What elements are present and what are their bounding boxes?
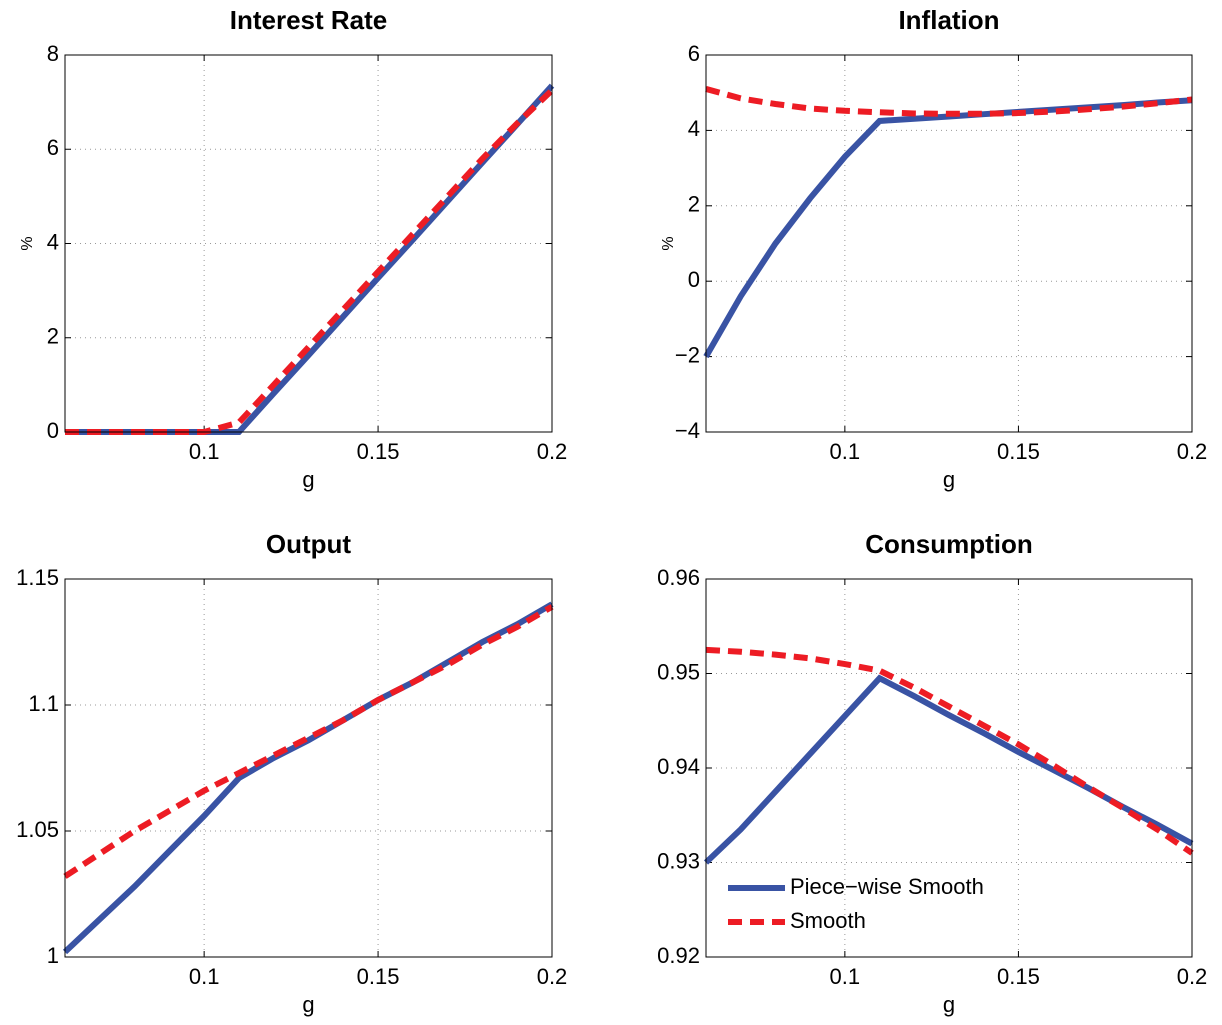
series-line xyxy=(705,646,1194,856)
y-tick-label: 0.93 xyxy=(657,848,700,873)
x-axis-label: g xyxy=(943,992,955,1017)
y-tick-label: 2 xyxy=(688,192,700,217)
x-tick-label: 0.2 xyxy=(537,439,568,464)
y-tick-label: −4 xyxy=(675,418,700,443)
series-line xyxy=(65,88,555,435)
x-tick-label: 0.2 xyxy=(1177,439,1208,464)
y-tick-label: 1.05 xyxy=(16,817,59,842)
x-tick-label: 0.1 xyxy=(189,439,220,464)
plot-area xyxy=(65,55,552,432)
y-tick-label: 0 xyxy=(47,418,59,443)
plot-area xyxy=(706,579,1192,957)
y-tick-label: 0.96 xyxy=(657,565,700,590)
y-tick-label: 1 xyxy=(47,943,59,968)
x-axis-label: g xyxy=(943,467,955,492)
y-tick-label: 0 xyxy=(688,267,700,292)
axes-frame xyxy=(64,578,553,958)
y-tick-label: 0.92 xyxy=(657,943,700,968)
legend-label: Smooth xyxy=(790,908,866,933)
x-tick-label: 0.15 xyxy=(997,964,1040,989)
y-tick-label: 2 xyxy=(47,324,59,349)
axes-frame xyxy=(705,578,1193,958)
x-tick-label: 0.1 xyxy=(830,439,861,464)
y-axis-label: % xyxy=(660,236,677,250)
axes-frame xyxy=(64,54,553,433)
y-tick-label: 6 xyxy=(47,135,59,160)
y-tick-label: 8 xyxy=(47,41,59,66)
x-tick-label: 0.15 xyxy=(357,964,400,989)
legend-label: Piece−wise Smooth xyxy=(790,874,984,899)
chart-title: Interest Rate xyxy=(230,5,388,35)
plot-area xyxy=(65,579,552,957)
y-tick-label: 4 xyxy=(47,229,59,254)
series-line xyxy=(63,604,554,879)
x-tick-label: 0.2 xyxy=(537,964,568,989)
y-tick-label: 0.95 xyxy=(657,659,700,684)
x-tick-label: 0.15 xyxy=(357,439,400,464)
x-tick-label: 0.2 xyxy=(1177,964,1208,989)
y-tick-label: 0.94 xyxy=(657,754,700,779)
y-tick-label: 4 xyxy=(688,116,700,141)
chart-title: Output xyxy=(266,529,352,559)
y-tick-label: 6 xyxy=(688,41,700,66)
y-axis-label: % xyxy=(19,236,36,250)
y-tick-label: 1.1 xyxy=(28,691,59,716)
y-tick-label: −2 xyxy=(675,342,700,367)
axes-frame xyxy=(705,54,1193,433)
x-tick-label: 0.15 xyxy=(997,439,1040,464)
x-tick-label: 0.1 xyxy=(830,964,861,989)
x-axis-label: g xyxy=(302,992,314,1017)
x-tick-label: 0.1 xyxy=(189,964,220,989)
chart-title: Consumption xyxy=(865,529,1033,559)
y-tick-label: 1.15 xyxy=(16,565,59,590)
chart-title: Inflation xyxy=(898,5,999,35)
x-axis-label: g xyxy=(302,467,314,492)
series-line xyxy=(705,86,1193,117)
